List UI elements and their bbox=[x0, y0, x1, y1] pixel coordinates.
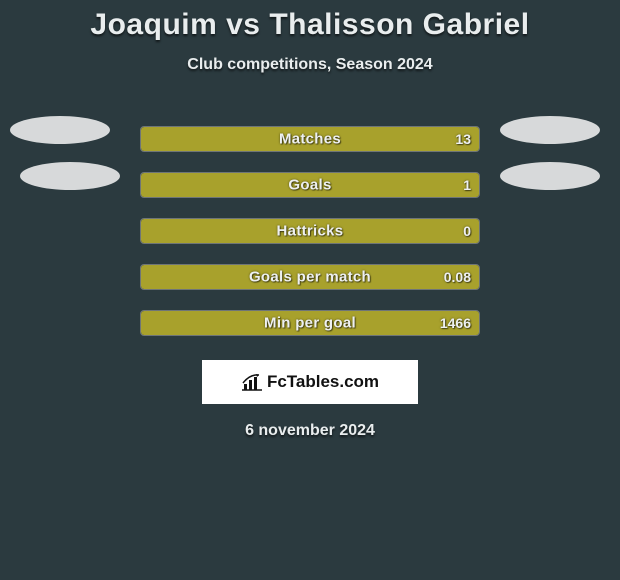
stat-value: 13 bbox=[455, 131, 471, 147]
stats-rows: Matches 13 Goals 1 Hattricks 0 bbox=[0, 116, 620, 346]
stat-label: Matches bbox=[141, 131, 479, 148]
stat-row: Hattricks 0 bbox=[0, 208, 620, 254]
fctables-logo[interactable]: FcTables.com bbox=[202, 360, 418, 404]
stat-row: Matches 13 bbox=[0, 116, 620, 162]
stat-label: Goals bbox=[141, 177, 479, 194]
stat-value: 1 bbox=[463, 177, 471, 193]
stat-bar: Min per goal 1466 bbox=[140, 310, 480, 336]
stat-label: Min per goal bbox=[141, 315, 479, 332]
stat-value: 0 bbox=[463, 223, 471, 239]
footer-date: 6 november 2024 bbox=[0, 422, 620, 440]
stat-value: 0.08 bbox=[444, 269, 471, 285]
stat-label: Hattricks bbox=[141, 223, 479, 240]
stat-row: Goals per match 0.08 bbox=[0, 254, 620, 300]
stat-bar: Goals 1 bbox=[140, 172, 480, 198]
stat-bar: Matches 13 bbox=[140, 126, 480, 152]
stat-row: Min per goal 1466 bbox=[0, 300, 620, 346]
left-avatar-ellipse bbox=[20, 162, 120, 190]
stat-bar: Hattricks 0 bbox=[140, 218, 480, 244]
right-avatar-ellipse bbox=[500, 162, 600, 190]
stat-row: Goals 1 bbox=[0, 162, 620, 208]
left-avatar-ellipse bbox=[10, 116, 110, 144]
page-title: Joaquim vs Thalisson Gabriel bbox=[0, 8, 620, 42]
stat-value: 1466 bbox=[440, 315, 471, 331]
logo-text: FcTables.com bbox=[267, 372, 379, 392]
container: Joaquim vs Thalisson Gabriel Club compet… bbox=[0, 0, 620, 580]
stat-label: Goals per match bbox=[141, 269, 479, 286]
stat-bar: Goals per match 0.08 bbox=[140, 264, 480, 290]
subtitle: Club competitions, Season 2024 bbox=[0, 56, 620, 74]
bar-chart-icon bbox=[241, 373, 263, 391]
right-avatar-ellipse bbox=[500, 116, 600, 144]
